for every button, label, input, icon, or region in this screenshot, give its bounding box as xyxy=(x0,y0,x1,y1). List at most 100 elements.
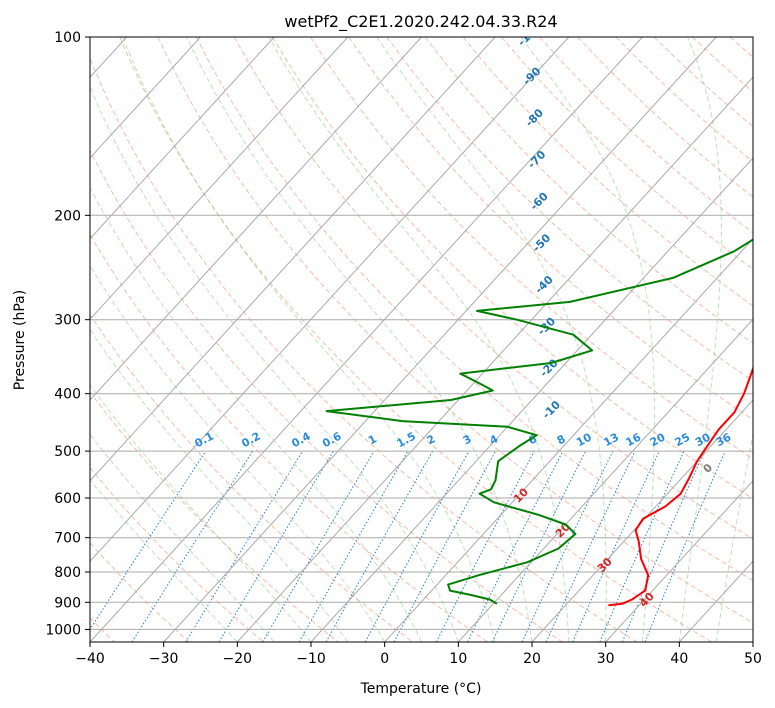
dry-adiabat-line xyxy=(272,37,753,500)
isotherms xyxy=(90,37,753,642)
mixing-ratio-line xyxy=(572,450,660,642)
moist-adiabat-line xyxy=(90,433,275,642)
mixing-ratio-label: 1 xyxy=(366,432,379,447)
mixing-ratio-label: 10 xyxy=(574,430,594,449)
y-tick-label: 700 xyxy=(54,531,81,547)
dry-adiabat-line xyxy=(119,37,712,642)
isotherm-line xyxy=(310,157,753,642)
isotherm-line xyxy=(605,479,753,642)
dry-adiabat-label: 10 xyxy=(511,485,531,505)
isotherm-line xyxy=(90,37,496,482)
dry-adiabat-line xyxy=(90,313,414,642)
mixing-ratio-line xyxy=(545,450,636,642)
moist-adiabats xyxy=(90,37,753,642)
x-tick-label: −10 xyxy=(296,651,326,667)
mixing-ratio-line xyxy=(364,450,470,642)
dry-adiabat-line xyxy=(90,149,563,642)
isotherm-line xyxy=(90,37,349,321)
y-tick-label: 300 xyxy=(54,313,81,329)
dewpoint-profile-line xyxy=(325,238,753,605)
mixing-ratio-line xyxy=(325,450,434,642)
dry-adiabat-line xyxy=(386,37,753,382)
mixing-ratio-line xyxy=(218,450,334,642)
mixing-ratio-line xyxy=(393,450,496,642)
mixing-ratio-label: 0.2 xyxy=(239,430,262,451)
moist-adiabat-line xyxy=(678,37,722,642)
dry-adiabat-label: -100 xyxy=(515,20,544,49)
x-tick-label: 30 xyxy=(597,651,615,667)
dry-adiabat-label: -70 xyxy=(525,148,548,171)
dry-adiabat-line xyxy=(195,37,753,582)
dry-adiabat-line xyxy=(310,37,753,460)
mixing-ratio-label: 4 xyxy=(487,432,500,447)
x-tick-label: 40 xyxy=(670,651,688,667)
mixing-ratio-label: 13 xyxy=(601,431,621,450)
mixing-ratio-label: 3 xyxy=(461,432,474,447)
mixing-ratio-label: 1.5 xyxy=(395,430,418,451)
mixing-ratio-line xyxy=(185,450,304,642)
isotherm-line xyxy=(90,37,201,159)
mixing-ratio-line xyxy=(90,450,207,631)
mixing-ratio-label: 16 xyxy=(624,430,644,449)
dry-adiabat-line xyxy=(90,466,264,642)
y-axis: 100 200 300 400 500 600 700 800 900 1000 xyxy=(45,30,90,638)
mixing-ratio-line xyxy=(521,450,614,642)
moist-adiabat-line xyxy=(90,85,459,642)
mixing-ratio-label: 36 xyxy=(714,430,734,449)
moist-adiabat-line xyxy=(376,37,607,642)
dry-adiabat-line xyxy=(769,37,775,642)
y-tick-label: 500 xyxy=(54,444,81,460)
isotherm-line xyxy=(752,641,753,642)
x-tick-label: −40 xyxy=(75,651,105,667)
moist-adiabat-line xyxy=(90,264,386,642)
mixing-ratio-line xyxy=(262,450,375,642)
mixing-ratio-line xyxy=(435,450,535,642)
plot-frame xyxy=(89,36,754,643)
isotherm-line xyxy=(90,37,570,563)
y-tick-label: 400 xyxy=(54,387,81,403)
dry-adiabat-line xyxy=(462,37,753,307)
isotherm-line xyxy=(457,318,753,642)
dry-adiabat-label: -20 xyxy=(537,356,560,379)
dry-adiabat-line xyxy=(577,37,753,198)
y-tick-label: 200 xyxy=(54,208,81,224)
x-axis: −40 −30 −20 −10 0 10 20 30 40 50 xyxy=(75,642,762,667)
dry-adiabat-line xyxy=(157,37,753,624)
moist-adiabat-line xyxy=(90,479,238,642)
chart-title: wetPf2_C2E1.2020.242.04.33.R24 xyxy=(284,12,557,32)
moist-adiabat-line xyxy=(752,639,753,642)
x-tick-label: −20 xyxy=(223,651,253,667)
dry-adiabat-line xyxy=(653,37,753,128)
dry-adiabat-line xyxy=(348,37,753,421)
moist-adiabat-line xyxy=(122,37,496,642)
x-tick-label: 20 xyxy=(523,651,541,667)
x-tick-label: 50 xyxy=(744,651,762,667)
dry-adiabat-line xyxy=(90,57,638,642)
mixing-ratio-line xyxy=(131,450,254,642)
moist-adiabat-line xyxy=(90,186,422,642)
mixing-ratio-label: 25 xyxy=(673,431,693,450)
mixing-ratio-label: 8 xyxy=(555,432,568,447)
y-tick-label: 800 xyxy=(54,565,81,581)
mixing-ratio-lines xyxy=(90,450,726,642)
temperature-profile-line xyxy=(608,365,753,607)
mixing-ratio-label: 0.4 xyxy=(289,429,313,450)
mixing-ratio-label: 0.6 xyxy=(320,429,344,450)
x-axis-label: Temperature (°C) xyxy=(360,681,482,697)
moist-adiabat-line xyxy=(268,37,570,642)
mixing-ratio-label: 0.1 xyxy=(193,430,216,451)
dry-adiabat-line xyxy=(90,391,339,642)
x-tick-label: 0 xyxy=(380,651,389,667)
mixing-ratio-line xyxy=(491,450,587,642)
y-tick-label: 100 xyxy=(54,30,81,46)
dry-adiabat-line xyxy=(539,37,753,234)
y-axis-label: Pressure (hPa) xyxy=(12,290,28,390)
dry-adiabat-label: -60 xyxy=(528,189,551,212)
dry-adiabats xyxy=(90,37,775,642)
x-tick-label: 10 xyxy=(449,651,467,667)
moist-adiabat-line xyxy=(90,328,349,642)
moist-adiabat-line xyxy=(715,431,753,642)
isotherm-line xyxy=(90,37,422,401)
moist-adiabat-line xyxy=(520,37,655,642)
